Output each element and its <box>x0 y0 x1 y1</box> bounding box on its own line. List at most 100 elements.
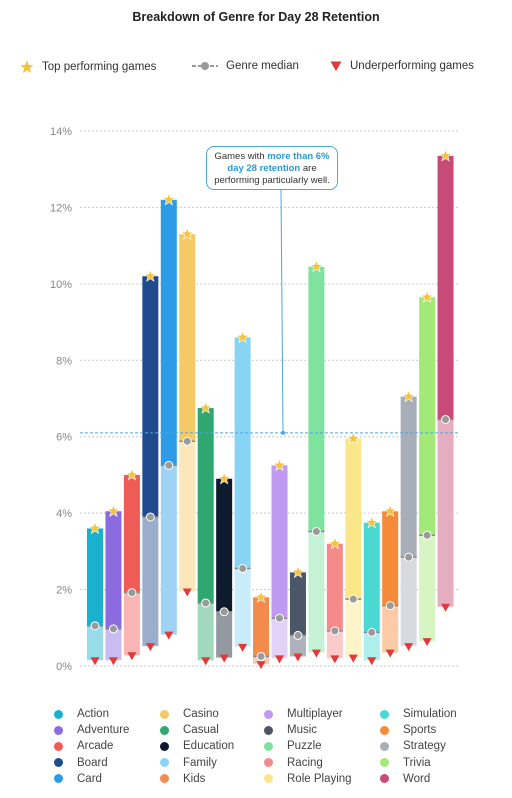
median-marker <box>367 627 377 637</box>
bottom-triangle-icon <box>108 657 118 666</box>
median-marker <box>219 607 229 617</box>
legend-top-performing: Top performing games <box>20 60 156 74</box>
legend-label: Role Playing <box>287 772 352 785</box>
legend-label: Top performing games <box>42 61 157 73</box>
bottom-triangle-icon <box>385 649 395 658</box>
top-star-icon <box>438 148 453 162</box>
top-star-icon <box>346 431 361 445</box>
bottom-triangle-icon <box>90 657 100 666</box>
annotation-highlight: more than 6% day 28 retention <box>227 151 330 174</box>
median-marker <box>311 526 321 536</box>
bar-upper-casino <box>179 234 196 442</box>
bar-lower-adventure <box>105 628 122 661</box>
legend-swatch <box>264 758 273 768</box>
bottom-triangle-icon <box>164 631 174 640</box>
bar-lower-education <box>216 611 233 658</box>
legend-label: Kids <box>183 772 206 785</box>
legend-item-multiplayer: Multiplayer <box>264 708 343 720</box>
y-tick-label: 10% <box>50 279 72 291</box>
bar-lower-action <box>87 625 103 661</box>
bottom-triangle-icon <box>422 638 432 647</box>
legend-label: Trivia <box>403 756 431 769</box>
bar-upper-family <box>234 337 251 569</box>
bar-lower-arcade <box>123 592 140 656</box>
legend-swatch <box>54 725 63 735</box>
bar-lower-puzzle <box>308 531 325 653</box>
bar-upper-word <box>437 155 454 420</box>
top-star-icon <box>365 515 379 529</box>
median-marker <box>127 588 137 598</box>
annotation-connector <box>280 189 284 433</box>
legend-underperforming: Underperforming games <box>330 60 474 72</box>
bar-lower-word <box>437 419 454 607</box>
legend-swatch <box>380 741 389 751</box>
legend-swatch <box>380 709 389 719</box>
y-tick-label: 0% <box>56 661 72 673</box>
bottom-triangle-icon <box>201 657 211 666</box>
median-marker <box>108 624 118 634</box>
legend-item-strategy: Strategy <box>380 740 446 752</box>
bar-upper-racing <box>326 543 343 631</box>
bar-lower-strategy <box>400 557 417 647</box>
legend-label: Racing <box>287 756 323 769</box>
top-star-icon <box>420 290 434 303</box>
median-marker <box>441 415 451 425</box>
top-star-icon <box>254 590 268 603</box>
bar-upper-education <box>216 478 233 612</box>
bottom-triangle-icon <box>127 652 137 661</box>
bottom-triangle-icon <box>330 655 340 664</box>
bar-upper-casual <box>197 408 214 603</box>
legend-swatch <box>54 758 63 768</box>
legend-item-card: Card <box>54 773 102 785</box>
legend-label: Music <box>287 724 318 737</box>
bar-upper-role-playing <box>345 438 362 600</box>
y-tick-label: 8% <box>56 355 72 367</box>
legend-genre-median: Genre median <box>192 60 299 72</box>
bar-upper-action <box>87 528 103 626</box>
bar-upper-trivia <box>419 297 436 536</box>
legend-item-racing: Racing <box>264 757 323 769</box>
annotation-callout: Games with more than 6% day 28 retention… <box>206 146 338 190</box>
legend-swatch <box>160 709 169 719</box>
top-star-icon <box>235 330 250 344</box>
bar-upper-adventure <box>105 511 122 629</box>
y-tick-label: 4% <box>56 508 72 520</box>
legend-swatch <box>160 725 169 735</box>
chart-title: Breakdown of Genre for Day 28 Retention <box>132 10 380 24</box>
median-marker <box>422 530 432 540</box>
legend-label: Simulation <box>403 708 457 720</box>
top-star-icon <box>106 504 121 517</box>
legend-swatch <box>264 725 273 735</box>
legend-swatch <box>160 758 169 768</box>
legend-item-education: Education <box>160 740 234 752</box>
legend-item-adventure: Adventure <box>54 724 129 736</box>
star-icon <box>20 60 34 73</box>
bottom-triangle-icon <box>441 603 451 612</box>
bar-lower-sports <box>382 605 399 653</box>
bottom-triangle-icon <box>348 654 358 663</box>
bottom-triangle-icon <box>256 661 266 670</box>
median-marker <box>404 552 414 562</box>
median-marker <box>238 564 248 574</box>
bottom-triangle-icon <box>275 655 284 664</box>
bar-upper-strategy <box>400 396 417 558</box>
bar-lower-simulation <box>363 632 380 661</box>
bar-upper-board <box>142 276 159 517</box>
legend-item-casino: Casino <box>160 708 219 720</box>
legend-item-word: Word <box>380 773 430 785</box>
legend-swatch <box>264 741 273 751</box>
legend-item-sports: Sports <box>380 724 436 736</box>
bottom-triangle-icon <box>219 654 229 663</box>
top-star-icon <box>217 471 231 485</box>
bar-lower-multiplayer <box>271 618 288 659</box>
top-star-icon <box>125 467 139 481</box>
legend-swatch <box>160 774 169 784</box>
top-legend: Top performing games Genre median Underp… <box>0 60 512 80</box>
legend-swatch <box>380 758 389 768</box>
annotation-text-post: are performing particularly well. <box>214 163 330 186</box>
legend-swatch <box>380 725 389 735</box>
legend-item-simulation: Simulation <box>380 708 457 720</box>
bar-lower-card <box>160 465 177 635</box>
y-tick-label: 2% <box>56 585 72 597</box>
legend-label: Education <box>183 740 235 753</box>
